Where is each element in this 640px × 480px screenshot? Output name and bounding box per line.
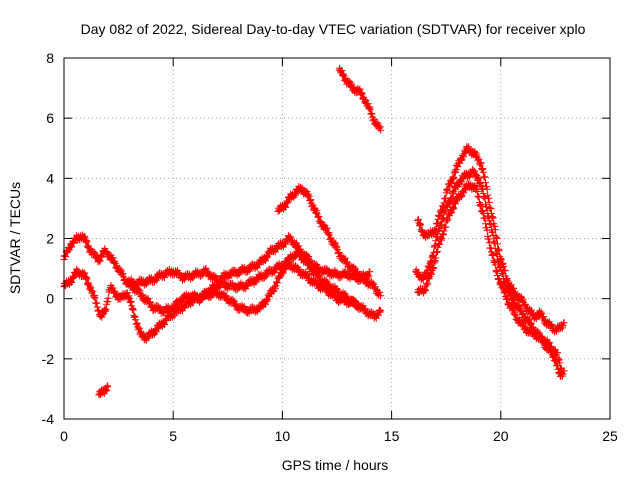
series-track-i bbox=[95, 382, 112, 399]
series-track-c bbox=[123, 255, 363, 317]
grid-lines bbox=[64, 58, 610, 419]
series-track-h bbox=[414, 180, 568, 380]
x-axis-label: GPS time / hours bbox=[282, 457, 389, 473]
series-markers bbox=[274, 182, 374, 282]
series-markers bbox=[95, 382, 112, 399]
x-tick-label: 5 bbox=[169, 428, 177, 444]
chart-title: Day 082 of 2022, Sidereal Day-to-day VTE… bbox=[81, 21, 586, 37]
x-tick-label: 15 bbox=[384, 428, 400, 444]
x-tick-label: 25 bbox=[602, 428, 618, 444]
series-layer bbox=[60, 64, 568, 399]
y-tick-label: 2 bbox=[46, 231, 54, 247]
series-track-d bbox=[274, 182, 374, 282]
axis-ticks: 0 5 10 15 20 25 -4 -2 0 2 4 6 8 bbox=[42, 50, 618, 444]
series-track-f bbox=[414, 143, 568, 336]
x-tick-label: 20 bbox=[493, 428, 509, 444]
x-tick-label: 0 bbox=[60, 428, 68, 444]
series-markers bbox=[414, 143, 568, 336]
y-tick-label: 0 bbox=[46, 291, 54, 307]
series-markers bbox=[414, 180, 568, 380]
y-tick-label: 4 bbox=[46, 170, 54, 186]
y-tick-label: 6 bbox=[46, 110, 54, 126]
series-markers bbox=[335, 64, 385, 134]
series-markers bbox=[123, 255, 363, 317]
x-tick-label: 10 bbox=[275, 428, 291, 444]
y-tick-label: 8 bbox=[46, 50, 54, 66]
y-tick-label: -4 bbox=[42, 411, 55, 427]
y-tick-label: -2 bbox=[42, 351, 55, 367]
y-axis-label: SDTVAR / TECUs bbox=[7, 182, 23, 294]
series-track-e bbox=[335, 64, 385, 134]
